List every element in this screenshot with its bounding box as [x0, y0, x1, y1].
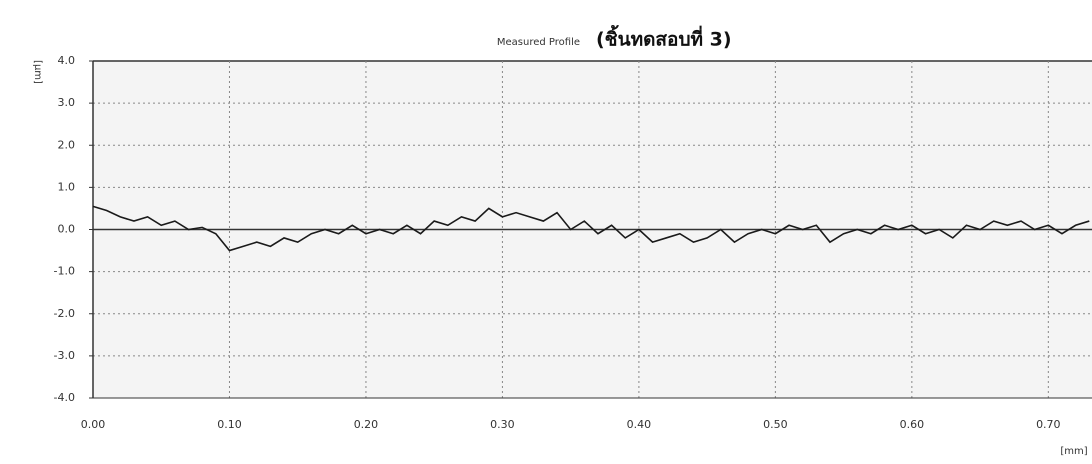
y-tick-label: 4.0: [58, 54, 76, 67]
y-tick-label: 1.0: [58, 180, 76, 193]
chart-subtitle: (ชิ้นทดสอบที่ 3): [596, 25, 732, 51]
x-tick-label: 0.40: [627, 418, 652, 431]
y-tick-label: -3.0: [54, 349, 75, 362]
y-axis-label: [µm]: [32, 60, 43, 84]
x-tick-label: 0.60: [900, 418, 925, 431]
x-axis-label: [mm]: [1060, 446, 1087, 457]
y-tick-label: -2.0: [54, 307, 75, 320]
x-tick-label: 0.70: [1036, 418, 1061, 431]
profile-line: [92, 205, 1090, 252]
x-tick-label: 0.50: [763, 418, 788, 431]
chart-title: Measured Profile: [497, 37, 580, 48]
x-tick-label: 0.30: [490, 418, 515, 431]
y-tick-label: 0.0: [58, 223, 76, 236]
x-tick-label: 0.00: [81, 418, 106, 431]
y-tick-label: -1.0: [54, 265, 75, 278]
y-tick-label: 2.0: [58, 138, 76, 151]
y-tick-label: 3.0: [58, 96, 76, 109]
y-tick-label: -4.0: [54, 391, 75, 404]
x-tick-label: 0.10: [217, 418, 242, 431]
x-tick-label: 0.20: [354, 418, 379, 431]
